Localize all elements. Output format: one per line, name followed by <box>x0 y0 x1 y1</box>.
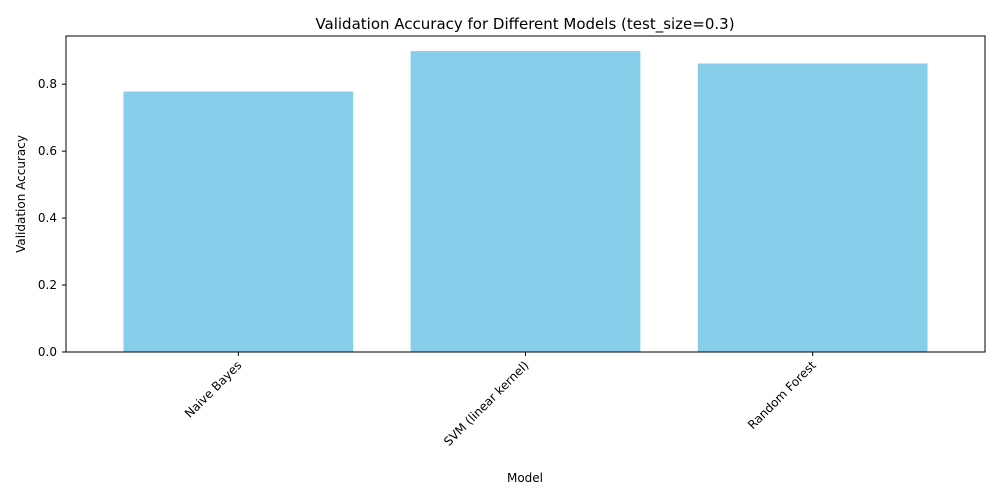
y-tick-label: 0.2 <box>38 278 57 292</box>
y-axis-label: Validation Accuracy <box>14 135 28 253</box>
bars-group <box>123 51 928 352</box>
y-tick-label: 0.4 <box>38 211 57 225</box>
chart-title: Validation Accuracy for Different Models… <box>315 15 734 34</box>
y-axis: 0.0 0.2 0.4 0.6 0.8 <box>38 77 66 359</box>
bar-naive-bayes <box>123 91 354 352</box>
x-axis-label: Model <box>507 471 543 485</box>
y-tick-label: 0.8 <box>38 77 57 91</box>
y-tick-label: 0.0 <box>38 345 57 359</box>
y-tick-label: 0.6 <box>38 144 57 158</box>
plot-area: 0.00.20.40.60.8 Naive Bayes SVM (linear k… <box>38 35 986 449</box>
bar-random-forest <box>697 63 928 352</box>
bar-svm-linear-kernel <box>410 51 641 352</box>
